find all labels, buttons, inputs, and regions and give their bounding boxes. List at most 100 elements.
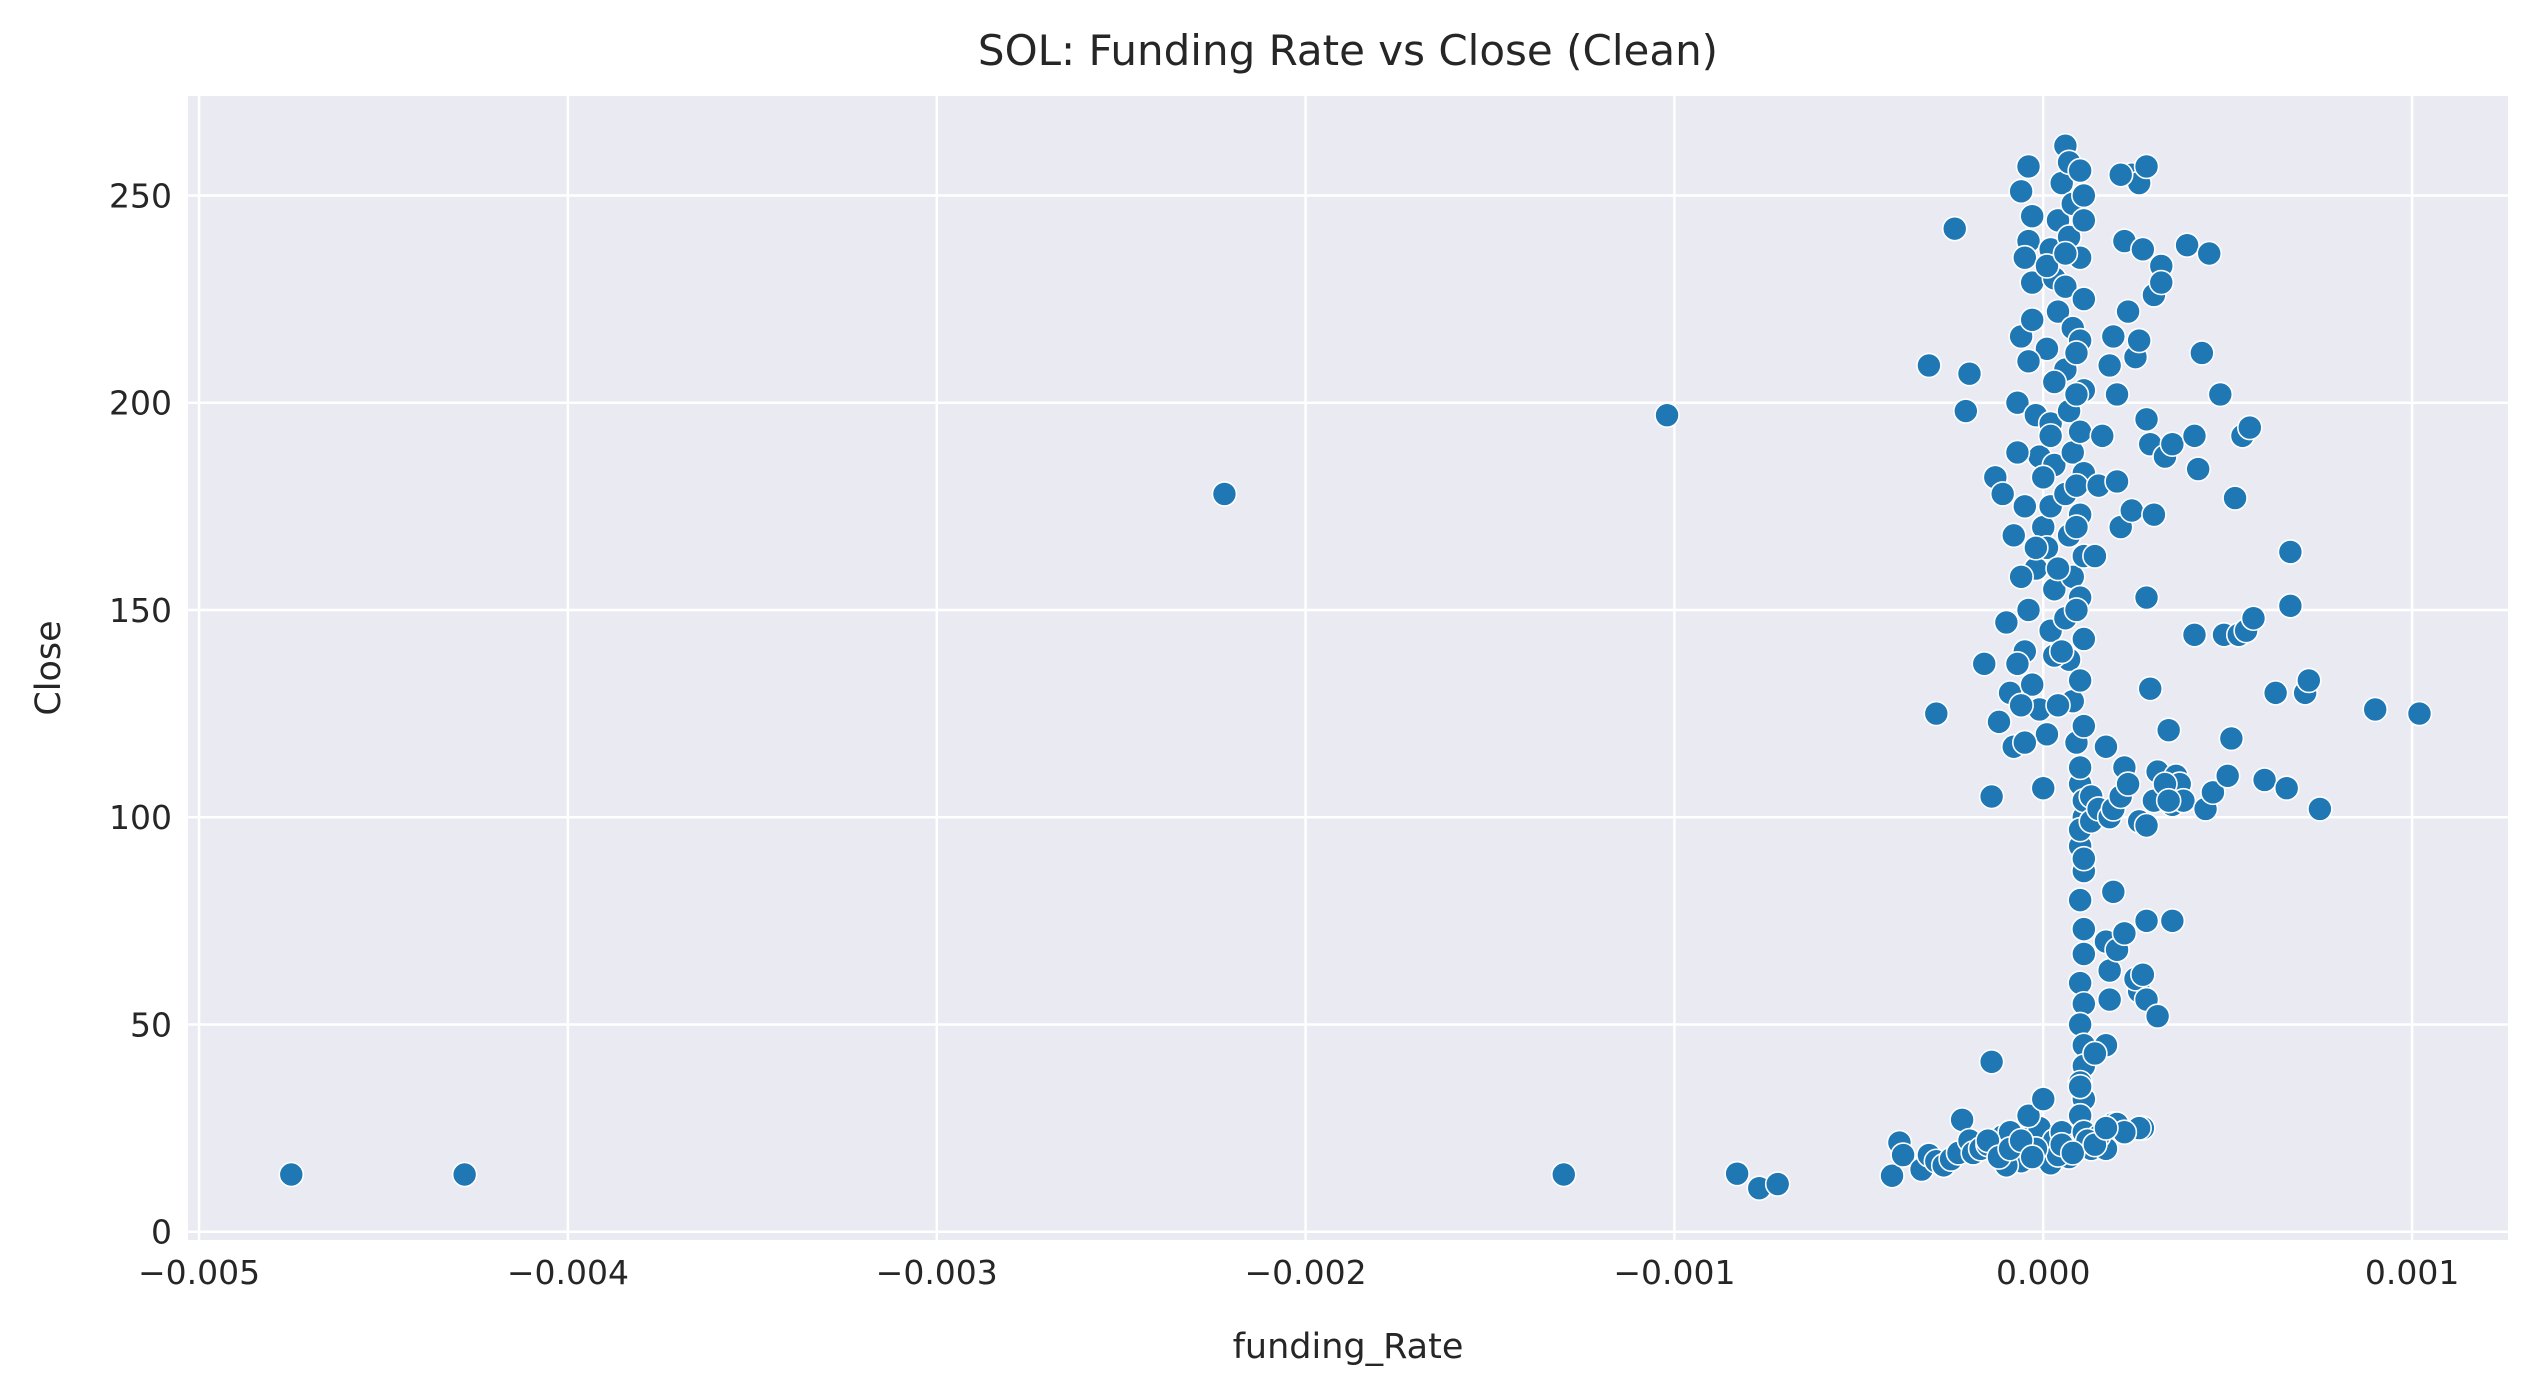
scatter-point (1971, 651, 1998, 677)
scatter-point (2059, 1140, 2086, 1166)
scatter-point (2030, 1086, 2057, 1112)
scatter-point (2148, 269, 2175, 296)
scatter-point (2063, 514, 2090, 540)
x-tick-label: −0.001 (1613, 1253, 1735, 1292)
scatter-point (2067, 970, 2093, 996)
scatter-point (2063, 597, 2090, 623)
scatter-point (2067, 1073, 2093, 1100)
scatter-point (2159, 908, 2186, 934)
scatter-point (2041, 369, 2068, 395)
scatter-point (2071, 207, 2097, 234)
scatter-point (2008, 178, 2034, 205)
scatter-point (2222, 485, 2248, 511)
scatter-point (2118, 497, 2145, 524)
scatter-point (2015, 153, 2042, 180)
scatter-point (1941, 215, 1968, 242)
scatter-point (2277, 593, 2304, 619)
scatter-point (2159, 431, 2186, 457)
scatter-point (2133, 584, 2160, 611)
scatter-point (2067, 667, 2093, 694)
scatter-point (2093, 733, 2119, 760)
x-tick-label: −0.002 (1245, 1253, 1367, 1292)
scatter-point (2100, 323, 2127, 350)
x-tick-label: −0.003 (876, 1253, 998, 1292)
scatter-point (2240, 605, 2267, 632)
y-tick-label: 100 (109, 798, 172, 837)
scatter-point (1993, 609, 2020, 636)
scatter-point (2023, 534, 2049, 561)
scatter-point (1654, 402, 1680, 428)
scatter-point (2111, 920, 2138, 947)
scatter-point (2071, 626, 2097, 652)
scatter-point (2126, 327, 2152, 354)
scatter-point (2130, 236, 2156, 263)
scatter-point (1916, 352, 1942, 379)
scatter-point (2067, 887, 2093, 913)
scatter-point (2115, 298, 2141, 325)
scatter-point (2181, 622, 2208, 648)
scatter-point (2004, 439, 2031, 466)
scatter-point (2100, 879, 2127, 905)
scatter-point (2004, 389, 2031, 416)
scatter-point (2273, 775, 2300, 802)
scatter-point (2096, 986, 2123, 1013)
scatter-point (2008, 564, 2034, 590)
y-tick-label: 50 (130, 1005, 172, 1044)
scatter-point (2218, 725, 2245, 752)
scatter-point (2071, 916, 2097, 942)
y-axis-label: Close (29, 620, 69, 715)
scatter-point (278, 1161, 305, 1188)
scatter-point (2137, 675, 2164, 702)
scatter-point (2067, 418, 2093, 445)
scatter-point (2019, 203, 2045, 230)
x-axis-label: funding_Rate (1233, 1327, 1464, 1367)
y-axis-ticks: 0 50 100 150 200 250 (109, 176, 172, 1251)
scatter-point (2133, 812, 2160, 839)
scatter-point (2071, 990, 2097, 1017)
scatter-point (2034, 336, 2060, 362)
scatter-point (2015, 1102, 2042, 1129)
scatter-point (2012, 493, 2038, 520)
scatter-point (2067, 157, 2093, 184)
scatter-point (2030, 775, 2057, 802)
scatter-point (1724, 1160, 1750, 1187)
x-tick-label: −0.004 (507, 1253, 629, 1292)
scatter-point (2071, 713, 2097, 739)
scatter-point (1956, 360, 1983, 387)
scatter-point (1978, 1048, 2005, 1075)
x-axis-ticks: −0.005 −0.004 −0.003 −0.002 −0.001 0.000 0.001 (138, 1253, 2459, 1292)
scatter-point (1953, 398, 1979, 424)
scatter-point (2019, 307, 2045, 333)
scatter-point (1879, 1162, 1905, 1189)
scatter-point (2144, 1003, 2171, 1029)
scatter-point (1986, 709, 2012, 735)
scatter-point (2063, 340, 2090, 366)
scatter-point (2048, 638, 2075, 665)
scatter-point (1989, 481, 2016, 507)
scatter-point (1923, 700, 1950, 727)
scatter-point (2045, 298, 2071, 325)
scatter-point (2045, 692, 2071, 719)
scatter-point (2196, 240, 2223, 267)
scatter-point (2133, 406, 2160, 433)
scatter-point (2362, 696, 2389, 723)
scatter-point (2071, 182, 2097, 209)
scatter-point (2008, 692, 2034, 719)
scatter-point (2000, 522, 2027, 549)
scatter-point (2004, 651, 2031, 677)
data-points (278, 132, 2433, 1201)
y-tick-label: 0 (151, 1213, 172, 1252)
scatter-point (2107, 161, 2134, 188)
scatter-point (2296, 667, 2322, 694)
scatter-point (2251, 767, 2278, 793)
scatter-point (2093, 1115, 2119, 1141)
chart-title: SOL: Funding Rate vs Close (Clean) (978, 26, 1718, 75)
scatter-point (2015, 597, 2042, 623)
scatter-point (2115, 771, 2141, 797)
x-tick-label: 0.001 (2365, 1253, 2459, 1292)
scatter-point (2045, 555, 2071, 582)
scatter-point (2207, 381, 2234, 408)
scatter-point (2063, 381, 2090, 408)
y-tick-label: 200 (109, 384, 172, 423)
